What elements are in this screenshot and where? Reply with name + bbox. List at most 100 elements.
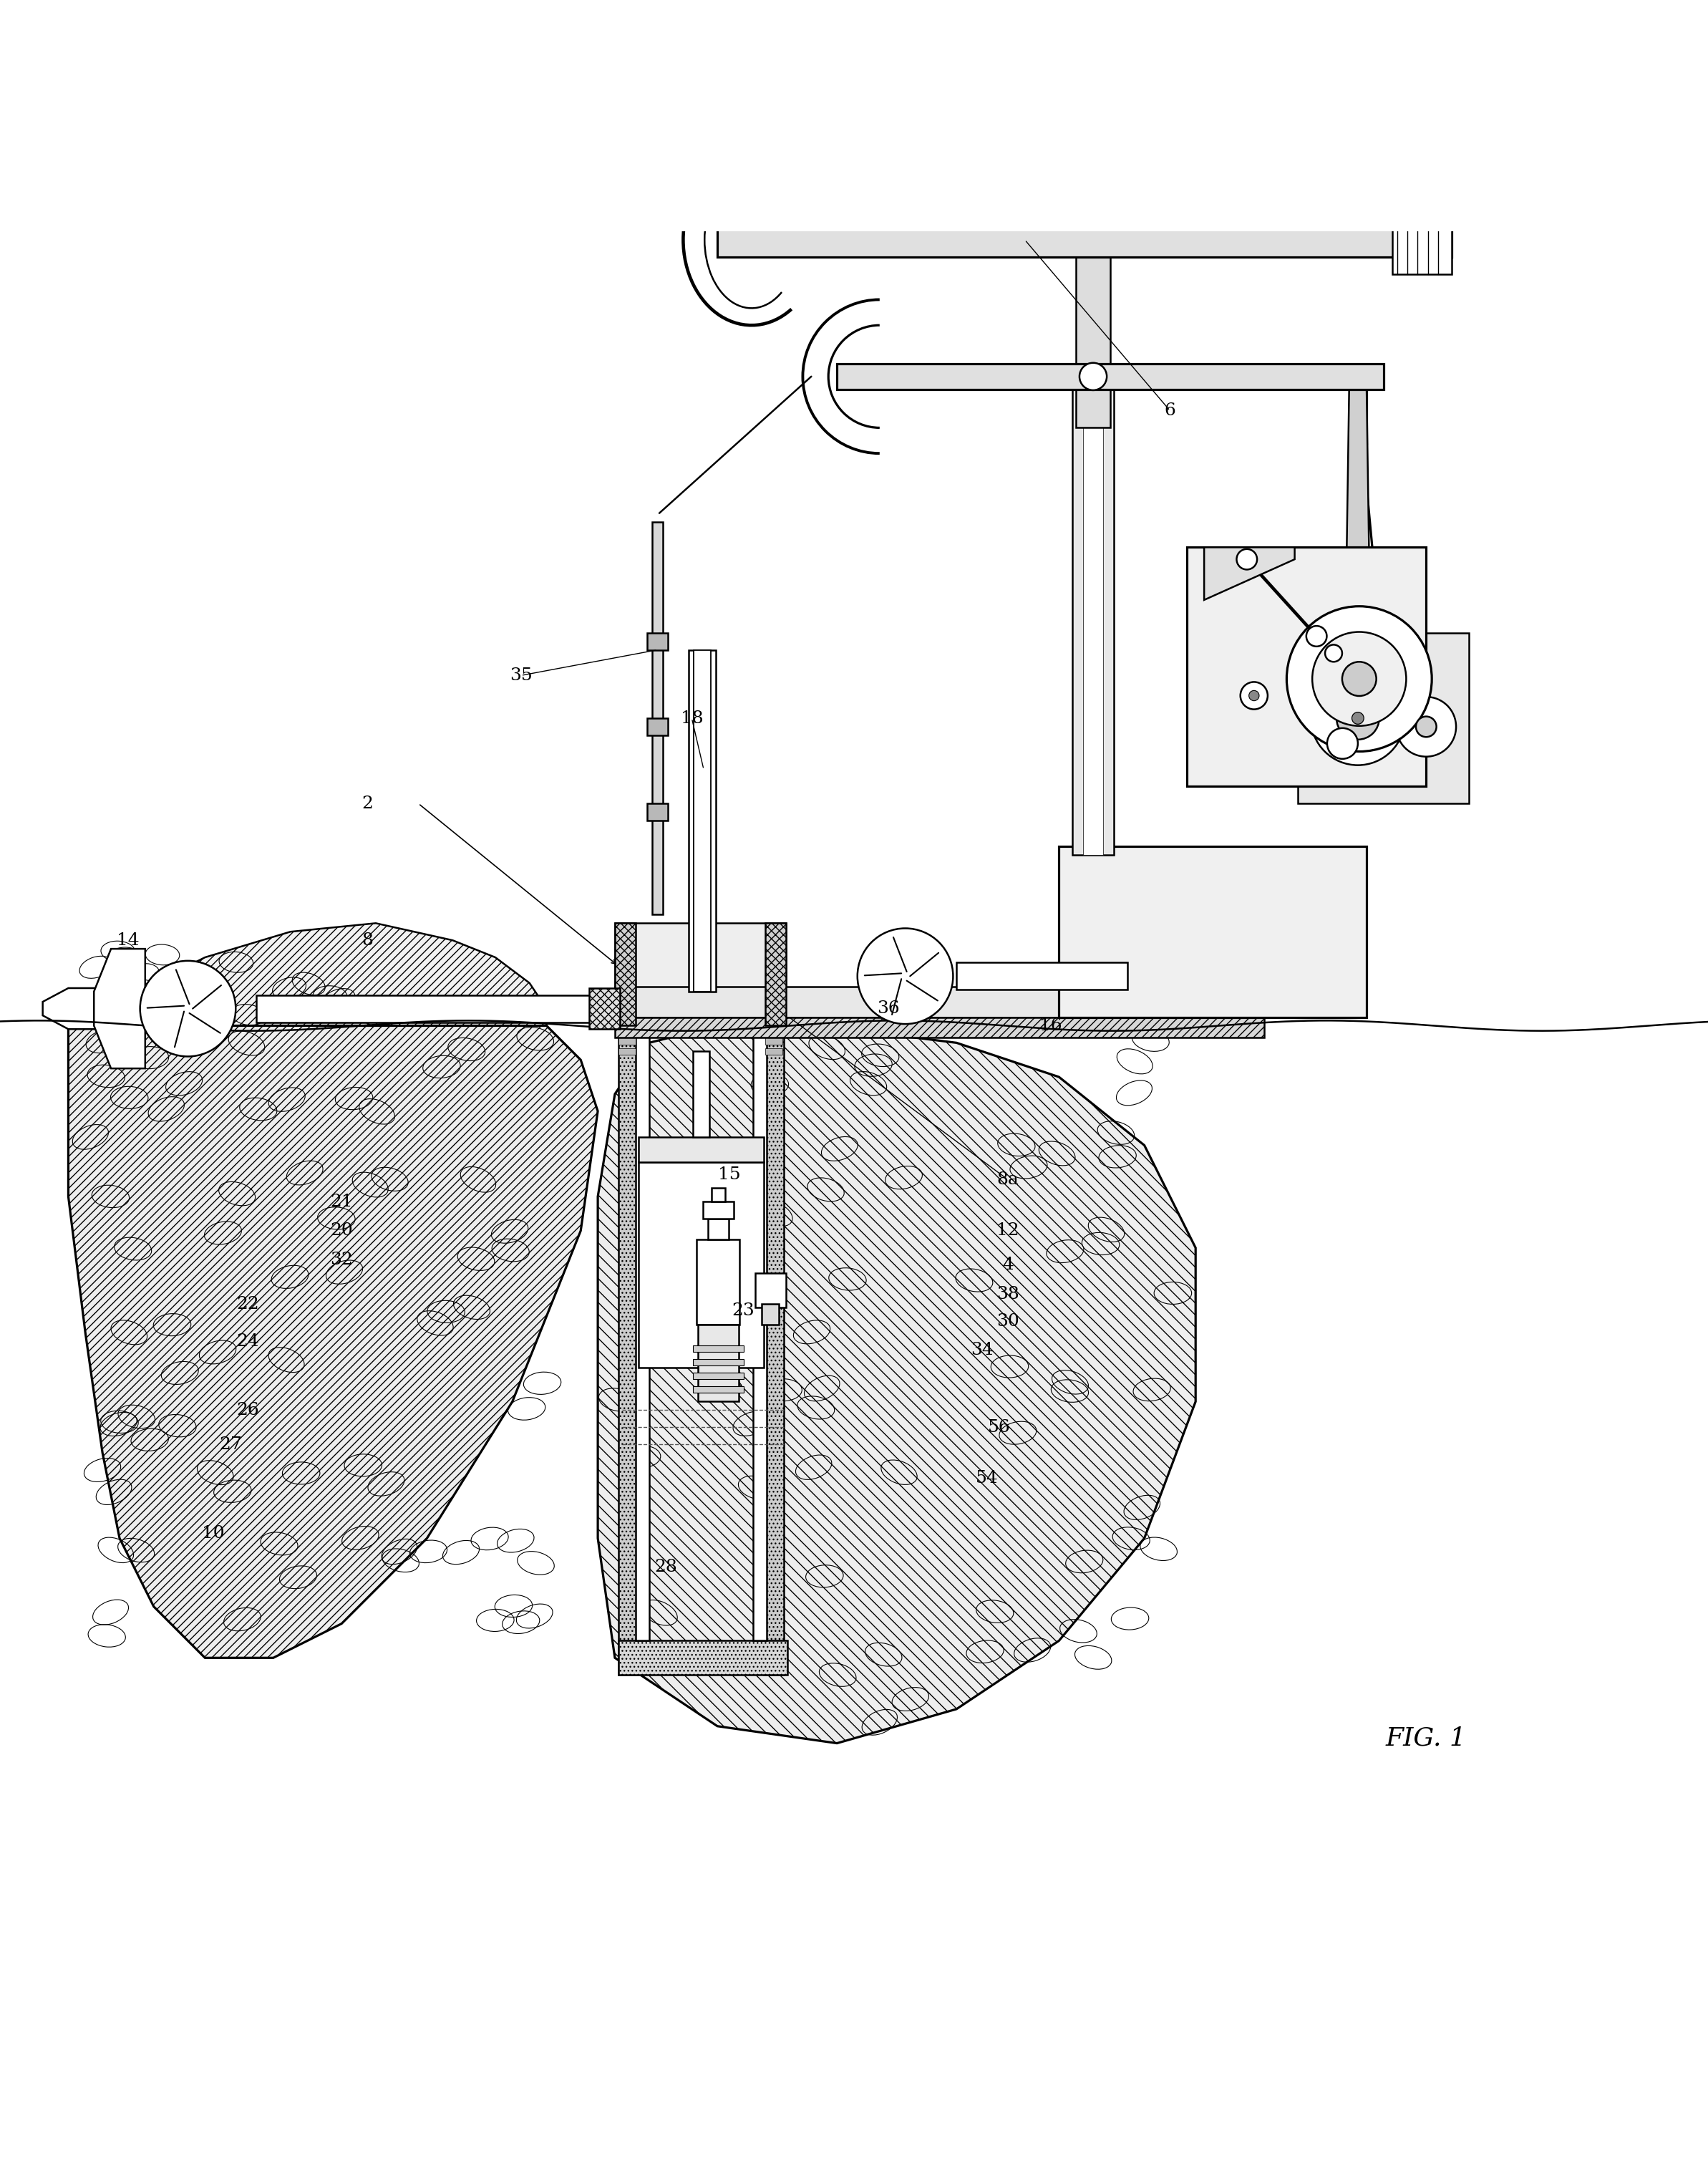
Bar xyxy=(635,1025,649,1641)
Bar xyxy=(753,1025,767,1641)
Bar xyxy=(765,1049,782,1055)
Text: 10: 10 xyxy=(202,1524,225,1541)
Bar xyxy=(693,1346,745,1353)
Ellipse shape xyxy=(1079,363,1107,391)
Ellipse shape xyxy=(1337,697,1380,740)
Ellipse shape xyxy=(1375,693,1392,710)
Ellipse shape xyxy=(140,962,236,1057)
Bar xyxy=(755,1274,786,1307)
Bar xyxy=(589,988,620,1029)
Ellipse shape xyxy=(1076,365,1110,389)
Text: 32: 32 xyxy=(330,1250,354,1268)
Bar xyxy=(256,994,615,1023)
Text: 12: 12 xyxy=(996,1222,1020,1240)
Ellipse shape xyxy=(1286,606,1431,751)
Ellipse shape xyxy=(1342,662,1377,697)
Ellipse shape xyxy=(1416,716,1436,736)
Polygon shape xyxy=(43,988,111,1029)
Bar xyxy=(1187,547,1426,786)
Bar xyxy=(615,986,1264,1018)
Bar xyxy=(956,962,1127,990)
Ellipse shape xyxy=(857,929,953,1025)
Ellipse shape xyxy=(1327,727,1358,760)
Polygon shape xyxy=(1344,376,1372,719)
Text: 26: 26 xyxy=(236,1402,260,1418)
Text: 2: 2 xyxy=(362,795,372,812)
Text: 4: 4 xyxy=(1003,1257,1013,1272)
Bar xyxy=(704,1203,734,1218)
Ellipse shape xyxy=(1395,697,1455,758)
Bar xyxy=(1298,632,1469,803)
Bar xyxy=(647,719,668,736)
Text: 23: 23 xyxy=(731,1303,755,1320)
Bar xyxy=(647,803,668,821)
Ellipse shape xyxy=(1237,549,1257,569)
Text: 14: 14 xyxy=(116,931,140,949)
Text: 22: 22 xyxy=(236,1296,260,1313)
Text: 56: 56 xyxy=(987,1420,1011,1435)
Text: 15: 15 xyxy=(717,1166,741,1183)
Bar xyxy=(717,224,1452,256)
Bar xyxy=(693,1372,745,1379)
Text: FIG. 1: FIG. 1 xyxy=(1385,1726,1467,1750)
Ellipse shape xyxy=(1307,625,1327,647)
Bar xyxy=(1083,376,1103,855)
Polygon shape xyxy=(598,1025,1196,1743)
Bar xyxy=(765,1027,782,1033)
Bar xyxy=(618,1027,635,1033)
Bar xyxy=(639,1161,763,1368)
Ellipse shape xyxy=(1325,645,1342,662)
Text: 8: 8 xyxy=(362,931,372,949)
Bar xyxy=(618,1049,635,1055)
Ellipse shape xyxy=(1353,712,1365,725)
Polygon shape xyxy=(1204,547,1295,599)
Text: 18: 18 xyxy=(680,710,704,727)
Polygon shape xyxy=(94,949,145,1068)
Text: 24: 24 xyxy=(236,1333,260,1350)
Bar xyxy=(711,1188,724,1203)
Text: 38: 38 xyxy=(996,1285,1020,1303)
Bar xyxy=(765,923,786,1025)
Bar xyxy=(763,1025,784,1674)
Text: 21: 21 xyxy=(330,1194,354,1209)
Ellipse shape xyxy=(1249,690,1259,701)
Polygon shape xyxy=(68,1025,598,1659)
Bar xyxy=(652,521,663,914)
Bar xyxy=(707,1218,728,1240)
Bar xyxy=(615,1018,1264,1038)
Text: 34: 34 xyxy=(970,1342,994,1359)
Bar xyxy=(618,1641,787,1674)
Text: 28: 28 xyxy=(654,1559,678,1576)
Text: 27: 27 xyxy=(219,1435,243,1452)
Bar xyxy=(615,923,635,1025)
Bar xyxy=(693,1051,711,1138)
Bar xyxy=(1073,376,1114,855)
Bar xyxy=(618,1025,639,1674)
Bar xyxy=(765,1038,782,1044)
Ellipse shape xyxy=(1312,632,1406,725)
Bar xyxy=(693,1387,745,1394)
Ellipse shape xyxy=(1354,653,1380,680)
Text: 16: 16 xyxy=(1038,1018,1062,1033)
Bar xyxy=(1076,239,1110,428)
Ellipse shape xyxy=(1312,671,1404,764)
Bar xyxy=(647,632,668,649)
Ellipse shape xyxy=(1356,673,1411,729)
Bar xyxy=(1392,206,1452,274)
Text: 35: 35 xyxy=(509,666,533,684)
Bar xyxy=(618,1038,635,1044)
Text: 36: 36 xyxy=(876,1001,900,1016)
Bar xyxy=(1059,847,1366,1018)
Text: 20: 20 xyxy=(330,1222,354,1240)
Bar xyxy=(697,1240,740,1324)
Text: 54: 54 xyxy=(975,1470,999,1487)
Bar xyxy=(837,365,1383,389)
Text: 30: 30 xyxy=(996,1313,1020,1329)
Ellipse shape xyxy=(1337,653,1431,749)
Bar xyxy=(639,1138,763,1161)
Bar xyxy=(615,923,786,1025)
Text: 6: 6 xyxy=(1165,402,1175,419)
Bar xyxy=(697,1324,738,1402)
Bar xyxy=(693,1359,745,1366)
Bar xyxy=(762,1305,779,1324)
